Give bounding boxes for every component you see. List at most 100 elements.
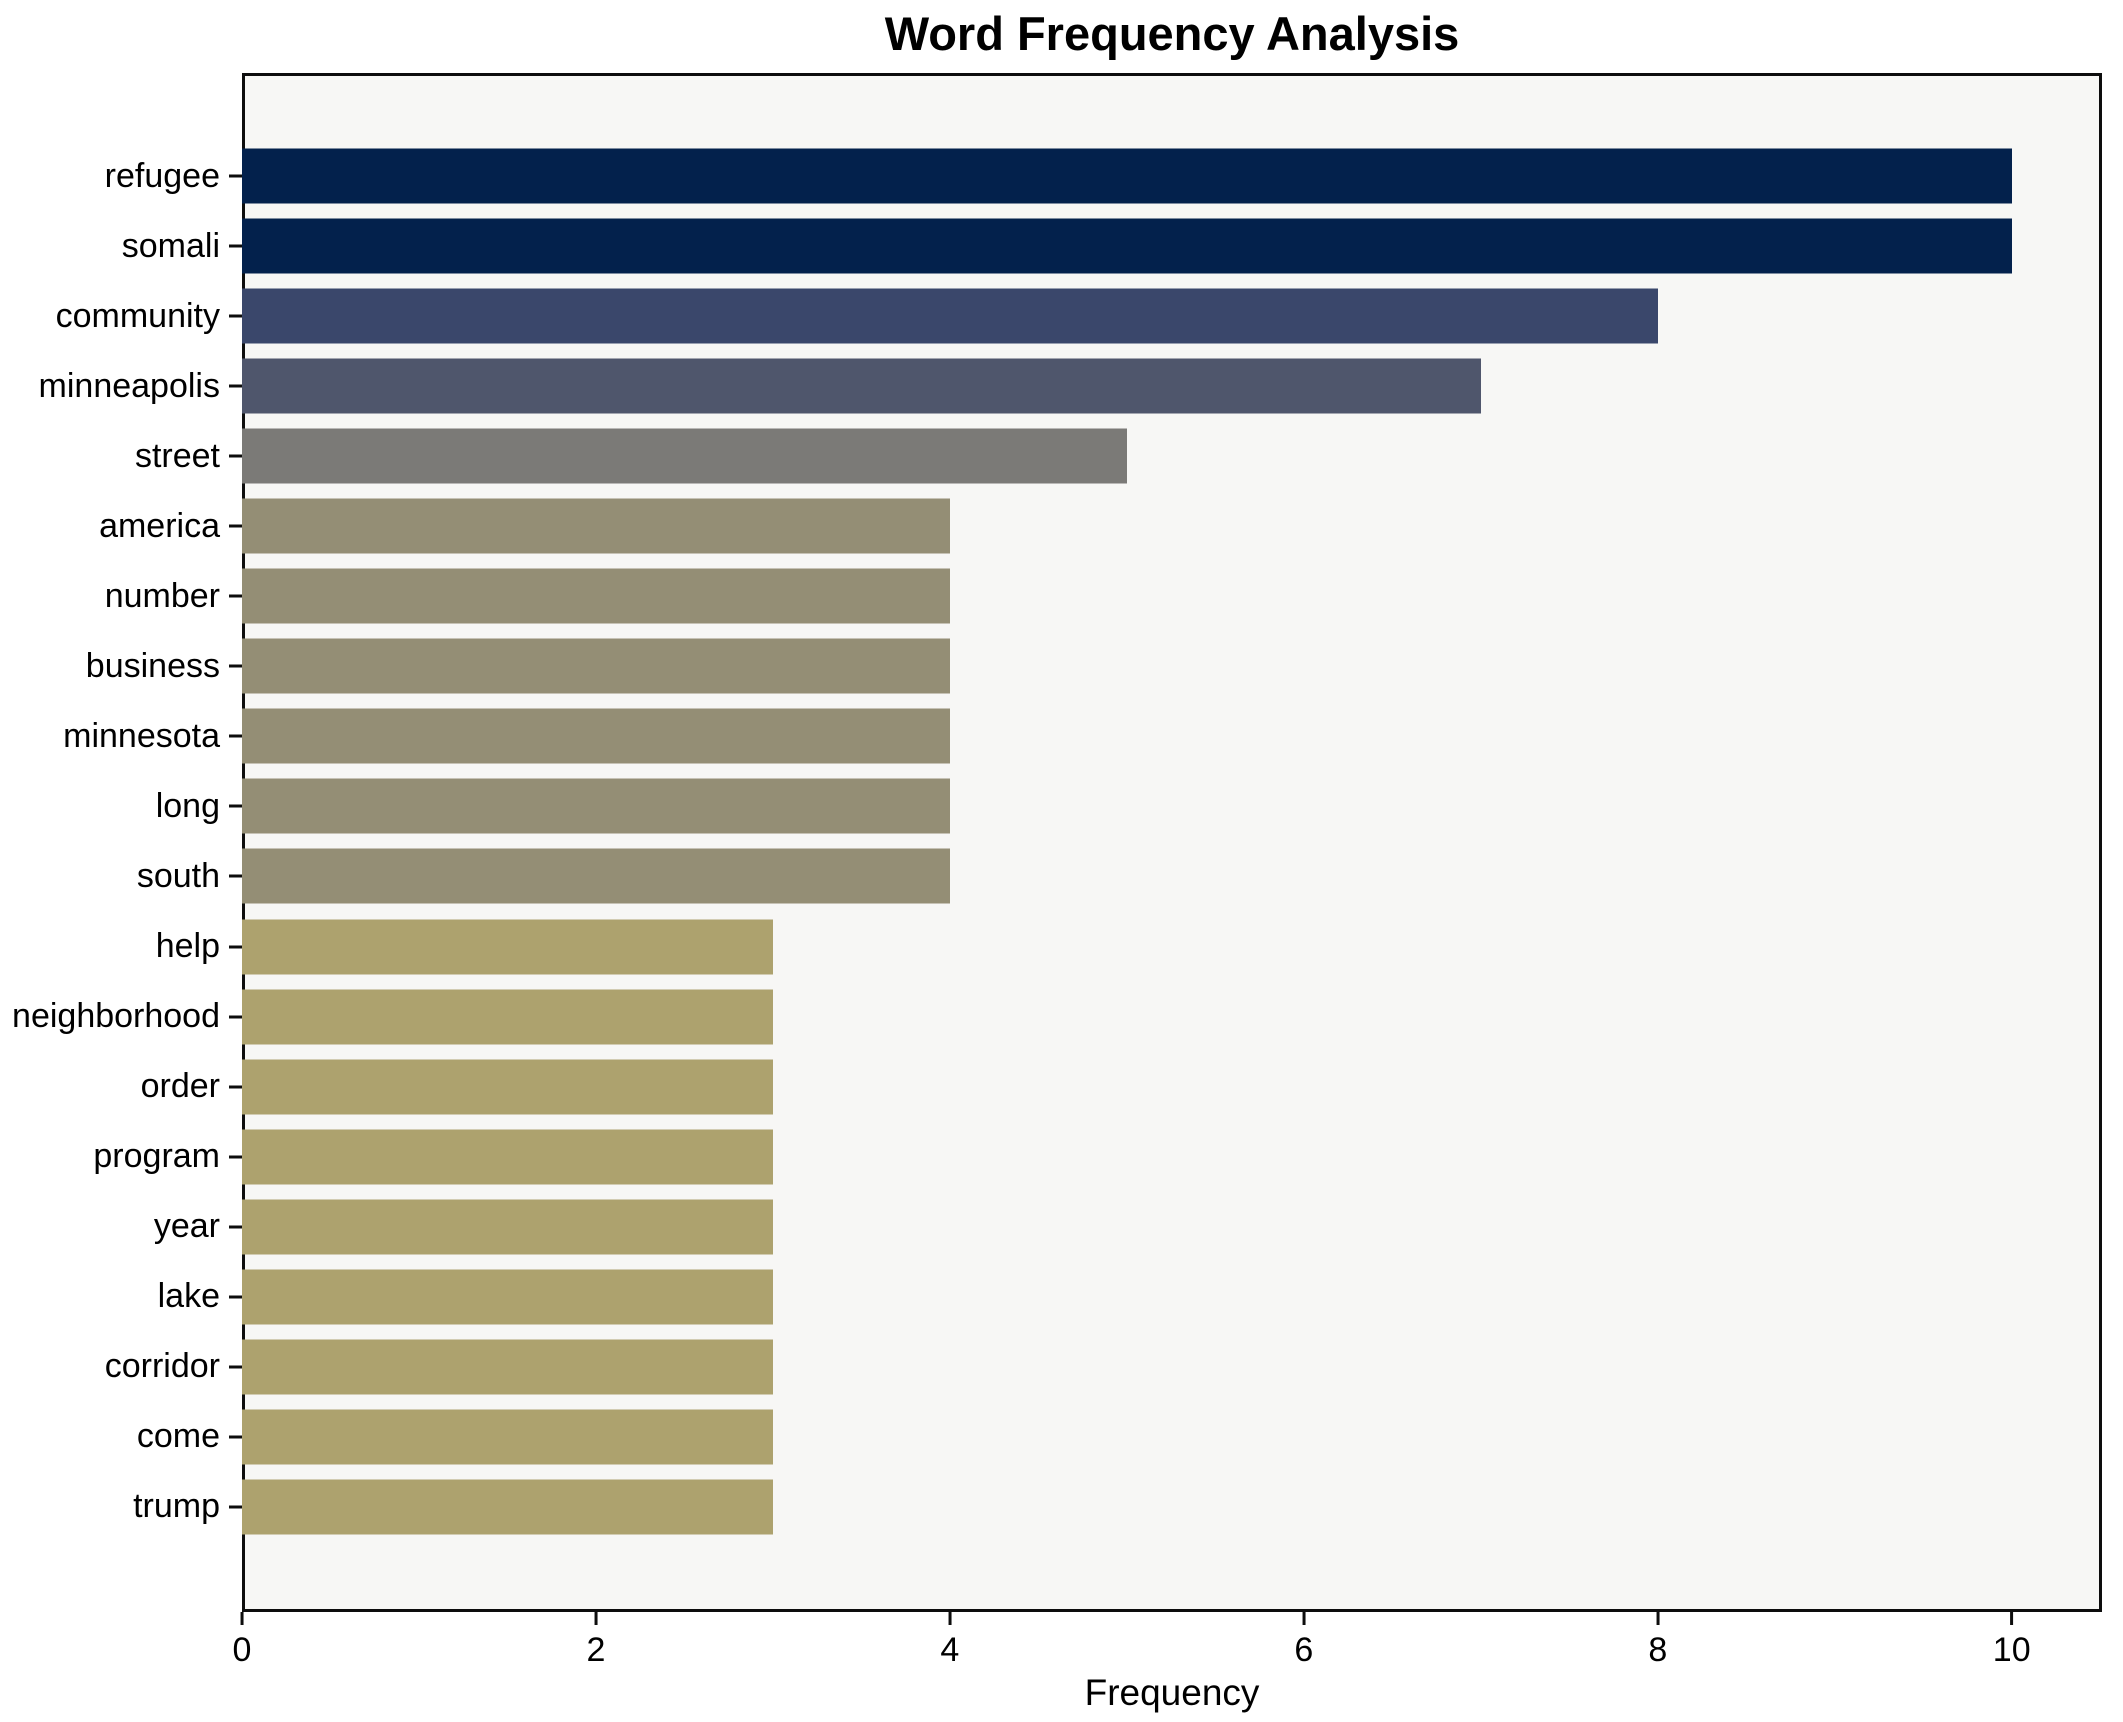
bar-row xyxy=(242,211,2102,281)
x-tick-label: 10 xyxy=(1992,1631,2031,1669)
y-tick-mark xyxy=(229,945,242,949)
y-label-row: business xyxy=(0,631,242,701)
y-label-row: long xyxy=(0,771,242,841)
bar xyxy=(242,428,1127,484)
bar-row xyxy=(242,1332,2102,1402)
bar xyxy=(242,358,1481,414)
y-label-row: order xyxy=(0,1052,242,1122)
y-label-row: year xyxy=(0,1192,242,1262)
x-tick-mark xyxy=(948,1612,952,1625)
y-tick-mark xyxy=(229,314,242,318)
bar xyxy=(242,1409,773,1465)
y-label-row: corridor xyxy=(0,1332,242,1402)
bar xyxy=(242,638,950,694)
y-tick-label: come xyxy=(136,1417,220,1456)
y-tick-mark xyxy=(229,1365,242,1369)
bar-row xyxy=(242,421,2102,491)
y-tick-label: corridor xyxy=(104,1347,220,1386)
y-tick-label: somali xyxy=(121,226,220,265)
bar xyxy=(242,218,2012,274)
y-tick-mark xyxy=(229,244,242,248)
y-tick-label: trump xyxy=(133,1487,220,1526)
bar-rows xyxy=(242,141,2102,1542)
y-tick-mark xyxy=(229,454,242,458)
y-tick-label: number xyxy=(104,576,220,615)
x-tick-mark xyxy=(2010,1612,2014,1625)
y-label-row: refugee xyxy=(0,141,242,211)
y-label-row: neighborhood xyxy=(0,982,242,1052)
x-tick-label: 2 xyxy=(586,1631,606,1669)
bar xyxy=(242,1059,773,1115)
y-label-row: somali xyxy=(0,211,242,281)
bar xyxy=(242,989,773,1045)
x-tick-label: 0 xyxy=(232,1631,252,1669)
y-tick-label: america xyxy=(99,506,220,545)
y-tick-label: community xyxy=(55,296,220,335)
x-tick: 4 xyxy=(940,1612,959,1670)
x-tick-label: 4 xyxy=(940,1631,960,1669)
y-tick-label: refugee xyxy=(104,156,220,195)
x-tick: 8 xyxy=(1648,1612,1667,1670)
bar xyxy=(242,568,950,624)
y-tick-label: neighborhood xyxy=(12,997,220,1036)
x-tick: 6 xyxy=(1294,1612,1313,1670)
y-label-row: street xyxy=(0,421,242,491)
y-label-row: program xyxy=(0,1122,242,1192)
y-tick-mark xyxy=(229,1085,242,1089)
bar-row xyxy=(242,1052,2102,1122)
y-tick-mark xyxy=(229,1015,242,1019)
y-tick-mark xyxy=(229,874,242,878)
bar xyxy=(242,288,1658,344)
y-label-row: lake xyxy=(0,1262,242,1332)
y-tick-label: street xyxy=(134,436,220,475)
x-tick-label: 6 xyxy=(1294,1631,1314,1669)
y-label-row: number xyxy=(0,561,242,631)
bar xyxy=(242,1339,773,1395)
bar-row xyxy=(242,631,2102,701)
y-label-row: south xyxy=(0,841,242,911)
y-label-row: trump xyxy=(0,1472,242,1542)
bar-row xyxy=(242,491,2102,561)
y-label-row: help xyxy=(0,912,242,982)
bar-row xyxy=(242,841,2102,911)
y-tick-label: lake xyxy=(157,1277,220,1316)
x-tick-mark xyxy=(1302,1612,1306,1625)
bar xyxy=(242,148,2012,204)
y-label-row: minnesota xyxy=(0,701,242,771)
bar-row xyxy=(242,281,2102,351)
x-tick: 10 xyxy=(1993,1612,2031,1670)
y-tick-label: minneapolis xyxy=(38,366,220,405)
bar xyxy=(242,1479,773,1535)
y-tick-label: business xyxy=(85,646,220,685)
bar-row xyxy=(242,1192,2102,1262)
bar xyxy=(242,919,773,975)
y-label-row: america xyxy=(0,491,242,561)
bar xyxy=(242,708,950,764)
y-tick-label: help xyxy=(155,927,220,966)
bar-row xyxy=(242,561,2102,631)
y-tick-mark xyxy=(229,1295,242,1299)
bar-row xyxy=(242,351,2102,421)
y-tick-label: year xyxy=(153,1207,220,1246)
bar xyxy=(242,1129,773,1185)
y-tick-label: south xyxy=(136,856,220,895)
y-label-row: minneapolis xyxy=(0,351,242,421)
bar-row xyxy=(242,141,2102,211)
y-tick-mark xyxy=(229,1225,242,1229)
y-label-row: come xyxy=(0,1402,242,1472)
y-tick-mark xyxy=(229,1155,242,1159)
y-tick-label: minnesota xyxy=(63,716,220,755)
x-tick-mark xyxy=(240,1612,244,1625)
y-tick-mark xyxy=(229,524,242,528)
chart-title: Word Frequency Analysis xyxy=(884,7,1460,60)
y-label-row: community xyxy=(0,281,242,351)
bar-row xyxy=(242,701,2102,771)
x-tick-mark xyxy=(594,1612,598,1625)
bar xyxy=(242,1199,773,1255)
y-tick-mark xyxy=(229,1435,242,1439)
bar xyxy=(242,778,950,834)
y-axis-labels: refugee somali community minneapolis street a… xyxy=(0,141,242,1542)
bar-row xyxy=(242,1262,2102,1332)
bar-row xyxy=(242,1122,2102,1192)
